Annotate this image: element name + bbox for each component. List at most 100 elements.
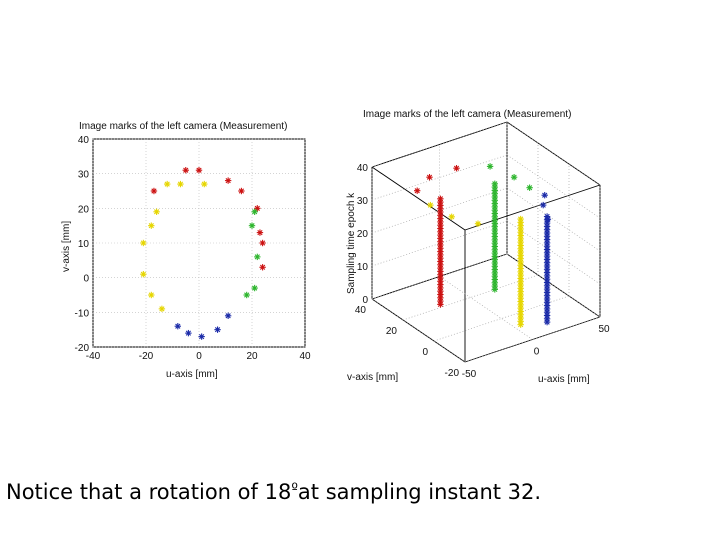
z-tick-label: 0: [362, 295, 368, 306]
data-point-red-stroke: [183, 167, 189, 173]
data-point-red-stroke: [254, 205, 260, 211]
data-point-ring: [448, 213, 455, 220]
x-tick-label: -50: [462, 369, 477, 380]
data-point-green-stroke: [249, 223, 255, 229]
x-tick-label: 0: [196, 351, 202, 362]
data-point-blue: [185, 329, 192, 337]
x-tick-label: 0: [534, 347, 540, 358]
caption: Notice that a rotation of 18ºat sampling…: [6, 480, 541, 504]
data-point-yellow-stroke: [140, 240, 146, 246]
z-tick-label: 20: [357, 229, 369, 240]
data-point-ring-stroke: [453, 165, 460, 171]
grid-line-z: [506, 187, 601, 252]
data-point-yellow-stroke: [201, 181, 207, 187]
data-point-red: [259, 264, 266, 271]
data-point-yellow-stroke: [159, 306, 165, 312]
data-point-red-stroke: [437, 196, 444, 202]
data-point-ring-stroke: [414, 188, 420, 194]
data-point-red-stroke: [151, 188, 157, 194]
data-point-ring-stroke: [542, 192, 548, 198]
data-point-green: [251, 284, 258, 292]
data-point-yellow: [148, 222, 155, 229]
plot-3d-box: [371, 121, 601, 363]
data-point-red-stroke: [225, 177, 231, 184]
grid-line-z: [506, 121, 601, 186]
data-point-red: [259, 239, 266, 247]
data-point-ring-stroke: [487, 163, 493, 170]
data-point-yellow: [153, 208, 160, 215]
data-point-yellow: [164, 180, 171, 188]
data-point-yellow: [148, 291, 155, 299]
data-point-blue: [198, 333, 205, 340]
data-point-yellow: [201, 180, 208, 188]
data-point-ring: [427, 201, 434, 209]
data-point-yellow: [158, 305, 166, 313]
data-point-red: [254, 205, 261, 212]
data-point-green: [254, 253, 261, 261]
plot-2d: Image marks of the left camera (Measurem…: [61, 121, 311, 380]
data-point-red: [437, 195, 444, 202]
plot-3d-ylabel: v-axis [mm]: [347, 372, 398, 383]
data-point-green: [243, 291, 250, 299]
data-point-green: [251, 208, 258, 215]
data-point-red: [195, 167, 203, 174]
data-point-blue-stroke: [214, 327, 221, 333]
data-point-yellow: [140, 239, 147, 247]
data-point-yellow-stroke: [518, 216, 524, 222]
data-point-green: [491, 180, 498, 187]
data-point-green-stroke: [492, 181, 498, 187]
box-edge: [371, 121, 508, 168]
data-point-blue: [224, 312, 232, 319]
data-point-ring-stroke: [449, 214, 455, 220]
data-point-ring: [540, 201, 547, 209]
data-point-ring-stroke: [475, 221, 481, 227]
caption-prefix: Notice that a rotation of: [6, 480, 265, 504]
data-point-blue-stroke: [199, 333, 205, 340]
data-point-green: [248, 222, 256, 229]
data-point-red: [150, 187, 158, 195]
x-tick-label: 20: [246, 351, 258, 362]
data-point-blue: [174, 323, 181, 330]
data-point-blue-stroke: [225, 313, 231, 319]
data-point-blue: [214, 326, 221, 333]
z-tick-label: 40: [357, 163, 369, 174]
y-tick-label: 20: [78, 204, 90, 215]
x-tick-label: 50: [598, 324, 610, 335]
data-point-yellow-stroke: [177, 181, 184, 187]
z-tick-label: 10: [357, 262, 369, 273]
y-tick-label: 10: [78, 239, 90, 250]
data-point-blue-stroke: [175, 323, 181, 329]
data-point-ring: [453, 165, 460, 172]
plot-2d-marks: [140, 167, 266, 340]
data-point-ring: [426, 174, 433, 181]
data-point-red: [224, 177, 232, 184]
y-tick-label: 20: [386, 326, 398, 337]
data-point-green-stroke: [254, 254, 260, 260]
data-point-yellow: [517, 215, 524, 223]
data-point-yellow-stroke: [140, 271, 146, 277]
plot-2d-title: Image marks of the left camera (Measurem…: [79, 121, 287, 132]
y-tick-label: 0: [422, 347, 428, 358]
x-tick-label: -40: [86, 351, 101, 362]
data-point-yellow: [177, 180, 184, 188]
x-tick-label: 40: [299, 351, 311, 362]
data-point-ring: [414, 187, 421, 194]
plot-3d-zlabel: Sampling time epoch k: [346, 192, 357, 294]
data-point-ring-stroke: [526, 185, 533, 191]
data-point-ring: [474, 220, 482, 227]
y-tick-label: -20: [75, 343, 90, 354]
data-point-blue-stroke: [544, 213, 550, 220]
data-point-red-stroke: [257, 229, 263, 236]
data-point-yellow-stroke: [153, 209, 160, 215]
data-point-yellow-stroke: [164, 181, 170, 187]
data-point-ring-stroke: [540, 202, 546, 208]
plot-2d-xlabel: u-axis [mm]: [166, 369, 218, 380]
data-point-green-stroke: [244, 292, 250, 298]
data-point-ring: [544, 216, 552, 223]
data-point-ring: [510, 174, 518, 181]
data-point-green-stroke: [252, 209, 258, 215]
data-point-ring-stroke: [511, 174, 517, 180]
caption-suffix: at sampling instant 32.: [297, 480, 542, 504]
grid-line-x: [371, 298, 466, 363]
